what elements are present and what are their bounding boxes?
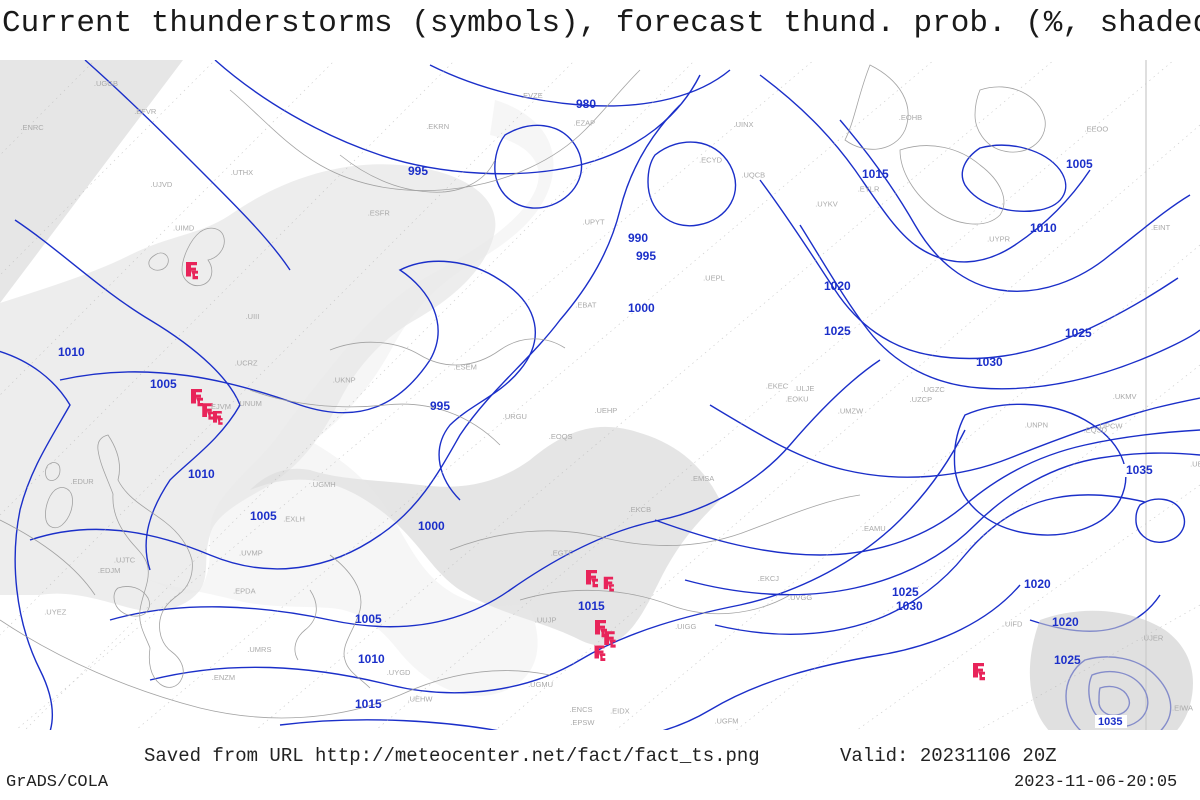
svg-text:.UGZC: .UGZC: [922, 385, 946, 394]
svg-text:.UJTC: .UJTC: [114, 556, 136, 565]
svg-text:1005: 1005: [250, 509, 277, 523]
svg-text:.UPYT: .UPYT: [583, 218, 606, 227]
svg-text:.EZAP: .EZAP: [574, 119, 596, 128]
svg-text:.URGU: .URGU: [503, 412, 527, 421]
svg-text:.UIFD: .UIFD: [1003, 620, 1023, 629]
svg-text:.ESFR: .ESFR: [368, 208, 391, 217]
svg-text:.EOQS: .EOQS: [549, 432, 573, 441]
svg-text:.EGTF: .EGTF: [551, 549, 574, 558]
svg-text:.EYLR: .EYLR: [858, 184, 880, 193]
svg-text:.UMRS: .UMRS: [247, 645, 271, 654]
svg-text:.UVGG: .UVGG: [788, 593, 812, 602]
svg-text:.UKNP: .UKNP: [333, 376, 356, 385]
svg-text:.EQSD: .EQSD: [1084, 426, 1108, 435]
svg-text:.EOKU: .EOKU: [785, 395, 808, 404]
svg-text:.UYPR: .UYPR: [987, 234, 1011, 243]
svg-text:1010: 1010: [1030, 221, 1057, 235]
svg-text:.EDUR: .EDUR: [70, 477, 94, 486]
svg-text:1010: 1010: [358, 652, 385, 666]
svg-text:.UIMD: .UIMD: [173, 224, 195, 233]
svg-text:1025: 1025: [892, 585, 919, 599]
svg-text:980: 980: [576, 97, 596, 111]
svg-text:.EKCB: .EKCB: [629, 505, 652, 514]
svg-text:.EDJM: .EDJM: [98, 566, 121, 575]
svg-text:.ESEM: .ESEM: [454, 363, 477, 372]
svg-text:.UGGB: .UGGB: [94, 79, 118, 88]
svg-text:.EIWA: .EIWA: [1172, 703, 1193, 712]
svg-text:1005: 1005: [150, 377, 177, 391]
svg-text:.UVMP: .UVMP: [239, 549, 263, 558]
svg-text:.UBEG: .UBEG: [1190, 459, 1200, 468]
svg-text:.UIII: .UIII: [246, 312, 260, 321]
svg-text:.UEHP: .UEHP: [594, 406, 617, 415]
svg-text:.UQCB: .UQCB: [741, 170, 765, 179]
svg-text:1035: 1035: [1098, 716, 1122, 728]
svg-text:1025: 1025: [824, 324, 851, 338]
svg-text:.UIGG: .UIGG: [675, 622, 696, 631]
svg-text:1010: 1010: [188, 467, 215, 481]
svg-text:.UYGD: .UYGD: [387, 668, 411, 677]
svg-text:.EXLH: .EXLH: [283, 515, 305, 524]
svg-text:1015: 1015: [578, 599, 605, 613]
svg-text:.EKCJ: .EKCJ: [758, 574, 780, 583]
svg-text:.UYKV: .UYKV: [815, 200, 838, 209]
svg-text:995: 995: [408, 164, 428, 178]
svg-text:.UJVD: .UJVD: [151, 180, 173, 189]
svg-text:.UYEZ: .UYEZ: [44, 607, 67, 616]
svg-text:.UTHX: .UTHX: [231, 168, 254, 177]
svg-text:.ENZM: .ENZM: [212, 673, 235, 682]
svg-text:1020: 1020: [824, 279, 851, 293]
svg-text:.ULJE: .ULJE: [794, 384, 814, 393]
svg-text:995: 995: [636, 249, 656, 263]
svg-text:990: 990: [628, 231, 648, 245]
svg-text:.EAMU: .EAMU: [862, 524, 886, 533]
svg-text:.EOHB: .EOHB: [899, 113, 922, 122]
svg-text:.UEHW: .UEHW: [408, 695, 434, 704]
svg-text:.EPDA: .EPDA: [233, 586, 256, 595]
svg-text:.UJER: .UJER: [1142, 634, 1164, 643]
svg-text:1035: 1035: [1126, 463, 1153, 477]
svg-text:1010: 1010: [58, 345, 85, 359]
svg-text:1025: 1025: [1065, 326, 1092, 340]
svg-text:1000: 1000: [628, 301, 655, 315]
svg-text:1005: 1005: [1066, 157, 1093, 171]
svg-text:.EIDX: .EIDX: [610, 707, 630, 716]
svg-text:1030: 1030: [896, 599, 923, 613]
svg-text:.EKEC: .EKEC: [766, 382, 789, 391]
svg-text:1025: 1025: [1054, 653, 1081, 667]
svg-text:.EVZE: .EVZE: [521, 91, 543, 100]
svg-text:.EINT: .EINT: [1151, 223, 1171, 232]
svg-text:.UCRZ: .UCRZ: [235, 358, 258, 367]
svg-text:.UGMU: .UGMU: [528, 680, 553, 689]
svg-text:1015: 1015: [355, 697, 382, 711]
svg-text:995: 995: [430, 399, 450, 413]
svg-text:.EMSA: .EMSA: [691, 474, 714, 483]
svg-text:.UUJP: .UUJP: [535, 616, 557, 625]
svg-text:1015: 1015: [862, 167, 889, 181]
svg-text:.EKRN: .EKRN: [426, 122, 449, 131]
svg-text:.UMZW: .UMZW: [838, 406, 864, 415]
svg-text:1005: 1005: [355, 612, 382, 626]
svg-text:.UGFM: .UGFM: [714, 717, 738, 726]
svg-text:1030: 1030: [976, 355, 1003, 369]
svg-text:.UNPN: .UNPN: [1025, 420, 1048, 429]
svg-text:.ENCS: .ENCS: [570, 705, 593, 714]
svg-text:.EBAT: .EBAT: [575, 300, 597, 309]
svg-text:1020: 1020: [1024, 577, 1051, 591]
svg-text:.UNUM: .UNUM: [237, 399, 262, 408]
svg-text:.ECYD: .ECYD: [699, 155, 723, 164]
svg-text:.UKMV: .UKMV: [1113, 392, 1137, 401]
svg-text:.EEOO: .EEOO: [1084, 125, 1108, 134]
svg-text:.UEPL: .UEPL: [703, 274, 725, 283]
svg-text:1020: 1020: [1052, 615, 1079, 629]
svg-text:.ENRC: .ENRC: [20, 123, 44, 132]
svg-text:.EJVM: .EJVM: [209, 402, 231, 411]
svg-text:1000: 1000: [418, 519, 445, 533]
svg-text:.EPSW: .EPSW: [570, 718, 595, 727]
svg-text:.UINX: .UINX: [734, 120, 754, 129]
svg-text:.UGMH: .UGMH: [311, 480, 336, 489]
svg-text:.EFVR: .EFVR: [134, 107, 157, 116]
svg-text:.UZCP: .UZCP: [910, 395, 933, 404]
